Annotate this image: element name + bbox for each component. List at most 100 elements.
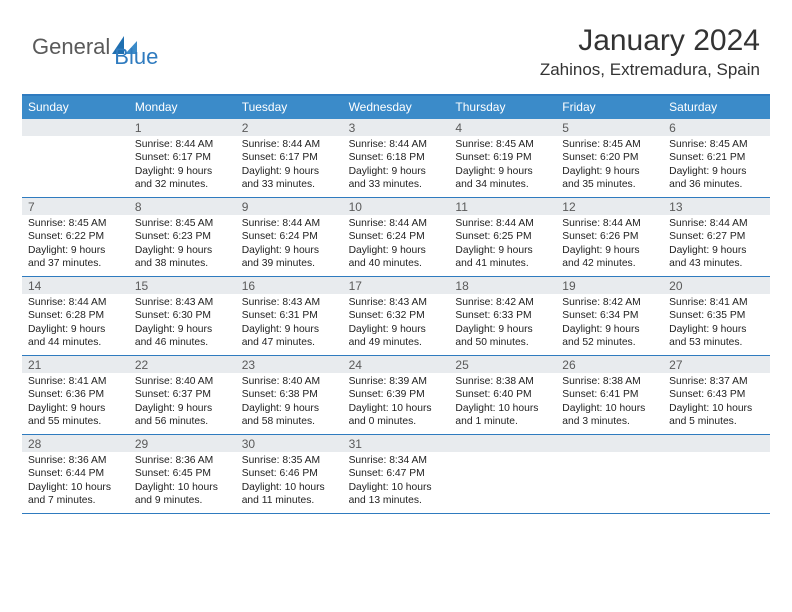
calendar-cell: 21Sunrise: 8:41 AMSunset: 6:36 PMDayligh… — [22, 356, 129, 434]
day-details: Sunrise: 8:41 AMSunset: 6:35 PMDaylight:… — [663, 294, 770, 354]
day-details: Sunrise: 8:43 AMSunset: 6:30 PMDaylight:… — [129, 294, 236, 354]
calendar: SundayMondayTuesdayWednesdayThursdayFrid… — [22, 94, 770, 514]
day-number — [22, 119, 129, 136]
calendar-cell: 25Sunrise: 8:38 AMSunset: 6:40 PMDayligh… — [449, 356, 556, 434]
calendar-cell: 4Sunrise: 8:45 AMSunset: 6:19 PMDaylight… — [449, 119, 556, 197]
month-title: January 2024 — [540, 24, 760, 58]
day-number: 22 — [129, 356, 236, 373]
day-number: 20 — [663, 277, 770, 294]
calendar-cell: 1Sunrise: 8:44 AMSunset: 6:17 PMDaylight… — [129, 119, 236, 197]
day-details: Sunrise: 8:36 AMSunset: 6:44 PMDaylight:… — [22, 452, 129, 512]
day-details: Sunrise: 8:35 AMSunset: 6:46 PMDaylight:… — [236, 452, 343, 512]
calendar-header-row: SundayMondayTuesdayWednesdayThursdayFrid… — [22, 96, 770, 119]
calendar-week: 1Sunrise: 8:44 AMSunset: 6:17 PMDaylight… — [22, 119, 770, 198]
day-details: Sunrise: 8:43 AMSunset: 6:32 PMDaylight:… — [343, 294, 450, 354]
day-number: 19 — [556, 277, 663, 294]
day-number: 27 — [663, 356, 770, 373]
day-details: Sunrise: 8:45 AMSunset: 6:23 PMDaylight:… — [129, 215, 236, 275]
calendar-cell: 9Sunrise: 8:44 AMSunset: 6:24 PMDaylight… — [236, 198, 343, 276]
day-details: Sunrise: 8:34 AMSunset: 6:47 PMDaylight:… — [343, 452, 450, 512]
day-number: 9 — [236, 198, 343, 215]
calendar-cell: 31Sunrise: 8:34 AMSunset: 6:47 PMDayligh… — [343, 435, 450, 513]
day-number: 15 — [129, 277, 236, 294]
day-number: 6 — [663, 119, 770, 136]
day-details: Sunrise: 8:43 AMSunset: 6:31 PMDaylight:… — [236, 294, 343, 354]
page-header: General Blue January 2024 Zahinos, Extre… — [0, 0, 792, 88]
day-number: 24 — [343, 356, 450, 373]
day-number: 8 — [129, 198, 236, 215]
calendar-cell: 10Sunrise: 8:44 AMSunset: 6:24 PMDayligh… — [343, 198, 450, 276]
brand-part1: General — [32, 34, 110, 60]
day-details: Sunrise: 8:42 AMSunset: 6:34 PMDaylight:… — [556, 294, 663, 354]
calendar-cell: 26Sunrise: 8:38 AMSunset: 6:41 PMDayligh… — [556, 356, 663, 434]
day-header: Saturday — [663, 96, 770, 119]
day-header: Wednesday — [343, 96, 450, 119]
calendar-cell: 30Sunrise: 8:35 AMSunset: 6:46 PMDayligh… — [236, 435, 343, 513]
day-details: Sunrise: 8:45 AMSunset: 6:20 PMDaylight:… — [556, 136, 663, 196]
day-number: 26 — [556, 356, 663, 373]
day-details: Sunrise: 8:40 AMSunset: 6:37 PMDaylight:… — [129, 373, 236, 433]
day-header: Tuesday — [236, 96, 343, 119]
day-number: 13 — [663, 198, 770, 215]
calendar-cell: 20Sunrise: 8:41 AMSunset: 6:35 PMDayligh… — [663, 277, 770, 355]
calendar-cell — [556, 435, 663, 513]
day-number: 5 — [556, 119, 663, 136]
calendar-cell: 17Sunrise: 8:43 AMSunset: 6:32 PMDayligh… — [343, 277, 450, 355]
calendar-cell: 5Sunrise: 8:45 AMSunset: 6:20 PMDaylight… — [556, 119, 663, 197]
day-details: Sunrise: 8:44 AMSunset: 6:24 PMDaylight:… — [343, 215, 450, 275]
day-details: Sunrise: 8:42 AMSunset: 6:33 PMDaylight:… — [449, 294, 556, 354]
calendar-cell: 11Sunrise: 8:44 AMSunset: 6:25 PMDayligh… — [449, 198, 556, 276]
day-number: 12 — [556, 198, 663, 215]
calendar-week: 7Sunrise: 8:45 AMSunset: 6:22 PMDaylight… — [22, 198, 770, 277]
day-number: 17 — [343, 277, 450, 294]
day-header: Monday — [129, 96, 236, 119]
calendar-week: 28Sunrise: 8:36 AMSunset: 6:44 PMDayligh… — [22, 435, 770, 514]
calendar-cell: 14Sunrise: 8:44 AMSunset: 6:28 PMDayligh… — [22, 277, 129, 355]
calendar-cell — [663, 435, 770, 513]
day-number: 23 — [236, 356, 343, 373]
day-details: Sunrise: 8:40 AMSunset: 6:38 PMDaylight:… — [236, 373, 343, 433]
day-details: Sunrise: 8:45 AMSunset: 6:21 PMDaylight:… — [663, 136, 770, 196]
day-details: Sunrise: 8:44 AMSunset: 6:27 PMDaylight:… — [663, 215, 770, 275]
brand-logo: General Blue — [32, 24, 158, 70]
day-details: Sunrise: 8:44 AMSunset: 6:24 PMDaylight:… — [236, 215, 343, 275]
day-number: 4 — [449, 119, 556, 136]
day-number: 1 — [129, 119, 236, 136]
day-details: Sunrise: 8:36 AMSunset: 6:45 PMDaylight:… — [129, 452, 236, 512]
location-text: Zahinos, Extremadura, Spain — [540, 60, 760, 80]
day-details: Sunrise: 8:45 AMSunset: 6:22 PMDaylight:… — [22, 215, 129, 275]
calendar-cell: 29Sunrise: 8:36 AMSunset: 6:45 PMDayligh… — [129, 435, 236, 513]
day-number: 10 — [343, 198, 450, 215]
day-number: 31 — [343, 435, 450, 452]
day-details: Sunrise: 8:38 AMSunset: 6:40 PMDaylight:… — [449, 373, 556, 433]
day-number: 29 — [129, 435, 236, 452]
day-number — [449, 435, 556, 452]
day-number: 16 — [236, 277, 343, 294]
calendar-cell — [22, 119, 129, 197]
calendar-cell: 27Sunrise: 8:37 AMSunset: 6:43 PMDayligh… — [663, 356, 770, 434]
calendar-week: 14Sunrise: 8:44 AMSunset: 6:28 PMDayligh… — [22, 277, 770, 356]
calendar-cell: 7Sunrise: 8:45 AMSunset: 6:22 PMDaylight… — [22, 198, 129, 276]
title-block: January 2024 Zahinos, Extremadura, Spain — [540, 24, 760, 80]
day-details: Sunrise: 8:45 AMSunset: 6:19 PMDaylight:… — [449, 136, 556, 196]
calendar-cell: 22Sunrise: 8:40 AMSunset: 6:37 PMDayligh… — [129, 356, 236, 434]
calendar-cell: 13Sunrise: 8:44 AMSunset: 6:27 PMDayligh… — [663, 198, 770, 276]
brand-part2: Blue — [114, 44, 158, 69]
day-number: 7 — [22, 198, 129, 215]
day-number: 3 — [343, 119, 450, 136]
day-details: Sunrise: 8:44 AMSunset: 6:26 PMDaylight:… — [556, 215, 663, 275]
day-details: Sunrise: 8:44 AMSunset: 6:18 PMDaylight:… — [343, 136, 450, 196]
calendar-cell: 3Sunrise: 8:44 AMSunset: 6:18 PMDaylight… — [343, 119, 450, 197]
day-number: 11 — [449, 198, 556, 215]
calendar-cell: 8Sunrise: 8:45 AMSunset: 6:23 PMDaylight… — [129, 198, 236, 276]
calendar-cell: 23Sunrise: 8:40 AMSunset: 6:38 PMDayligh… — [236, 356, 343, 434]
day-number: 2 — [236, 119, 343, 136]
day-number: 30 — [236, 435, 343, 452]
day-details: Sunrise: 8:39 AMSunset: 6:39 PMDaylight:… — [343, 373, 450, 433]
day-details: Sunrise: 8:44 AMSunset: 6:28 PMDaylight:… — [22, 294, 129, 354]
calendar-cell: 6Sunrise: 8:45 AMSunset: 6:21 PMDaylight… — [663, 119, 770, 197]
day-number: 14 — [22, 277, 129, 294]
day-number: 18 — [449, 277, 556, 294]
day-details: Sunrise: 8:44 AMSunset: 6:17 PMDaylight:… — [236, 136, 343, 196]
day-header: Friday — [556, 96, 663, 119]
